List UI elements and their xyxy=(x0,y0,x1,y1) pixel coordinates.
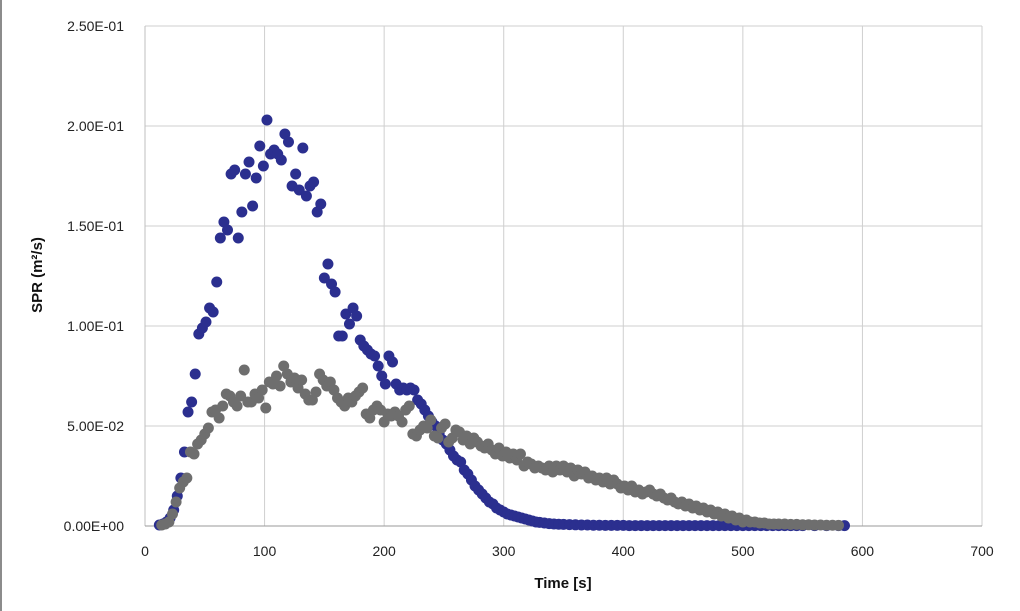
data-point xyxy=(217,400,229,412)
data-point xyxy=(236,206,248,218)
data-point xyxy=(432,432,444,444)
data-point xyxy=(297,142,309,154)
data-point xyxy=(271,370,283,382)
data-point xyxy=(274,380,286,392)
horizontal-gridlines xyxy=(145,25,982,427)
data-point xyxy=(181,472,193,484)
y-tick-label: 1.00E-01 xyxy=(67,318,124,334)
series-2 xyxy=(156,360,845,531)
data-point xyxy=(336,330,348,342)
x-tick-label: 100 xyxy=(253,543,277,559)
data-point xyxy=(231,400,243,412)
data-point xyxy=(211,276,223,288)
y-axis-label: SPR (m²/s) xyxy=(29,237,46,313)
x-tick-label: 700 xyxy=(970,543,994,559)
data-point xyxy=(213,412,225,424)
data-point xyxy=(379,378,391,390)
data-point xyxy=(351,310,363,322)
data-point xyxy=(296,374,308,386)
data-point xyxy=(403,400,415,412)
data-point xyxy=(372,360,384,372)
y-tick-label: 2.50E-01 xyxy=(67,18,124,34)
data-point xyxy=(261,114,273,126)
data-point xyxy=(396,416,408,428)
data-point xyxy=(232,232,244,244)
data-point xyxy=(188,448,200,460)
data-point xyxy=(222,224,234,236)
data-point xyxy=(239,168,251,180)
x-axis-label: Time [s] xyxy=(534,575,591,592)
x-tick-label: 200 xyxy=(372,543,396,559)
data-point xyxy=(254,140,266,152)
data-point xyxy=(170,496,182,508)
data-point xyxy=(514,448,526,460)
data-point xyxy=(186,396,198,408)
data-point xyxy=(167,508,179,520)
data-point xyxy=(833,519,845,531)
data-point xyxy=(439,418,451,430)
data-point xyxy=(387,356,399,368)
data-point xyxy=(202,422,214,434)
data-point xyxy=(257,160,269,172)
data-point xyxy=(238,364,250,376)
data-point xyxy=(357,382,369,394)
y-tick-label: 1.50E-01 xyxy=(67,218,124,234)
vertical-gridlines xyxy=(264,26,983,526)
y-tick-label: 0.00E+00 xyxy=(64,518,125,534)
y-tick-labels: 0.00E+00 5.00E-02 1.00E-01 1.50E-01 2.00E-01… xyxy=(64,18,125,534)
data-point xyxy=(408,384,420,396)
data-point xyxy=(200,316,212,328)
x-tick-label: 300 xyxy=(492,543,516,559)
axes xyxy=(144,26,982,527)
y-tick-label: 5.00E-02 xyxy=(67,418,124,434)
data-point xyxy=(310,386,322,398)
data-point xyxy=(290,168,302,180)
data-point xyxy=(250,172,262,184)
series-1 xyxy=(153,114,850,532)
data-point xyxy=(329,286,341,298)
data-points xyxy=(153,114,850,532)
data-point xyxy=(243,156,255,168)
data-point xyxy=(308,176,320,188)
x-tick-label: 0 xyxy=(141,543,149,559)
y-tick-label: 2.00E-01 xyxy=(67,118,124,134)
data-point xyxy=(322,258,334,270)
data-point xyxy=(282,136,294,148)
data-point xyxy=(343,318,355,330)
x-tick-label: 400 xyxy=(612,543,636,559)
data-point xyxy=(275,154,287,166)
x-tick-labels: 0 100 200 300 400 500 600 700 xyxy=(141,543,994,559)
data-point xyxy=(247,200,259,212)
data-point xyxy=(315,198,327,210)
x-tick-label: 600 xyxy=(851,543,875,559)
data-point xyxy=(369,350,381,362)
data-point xyxy=(182,406,194,418)
data-point xyxy=(189,368,201,380)
data-point xyxy=(229,164,241,176)
data-point xyxy=(256,384,268,396)
data-point xyxy=(207,306,219,318)
data-point xyxy=(214,232,226,244)
data-point xyxy=(425,414,437,426)
data-point xyxy=(260,402,272,414)
data-point xyxy=(300,190,312,202)
x-tick-label: 500 xyxy=(731,543,755,559)
